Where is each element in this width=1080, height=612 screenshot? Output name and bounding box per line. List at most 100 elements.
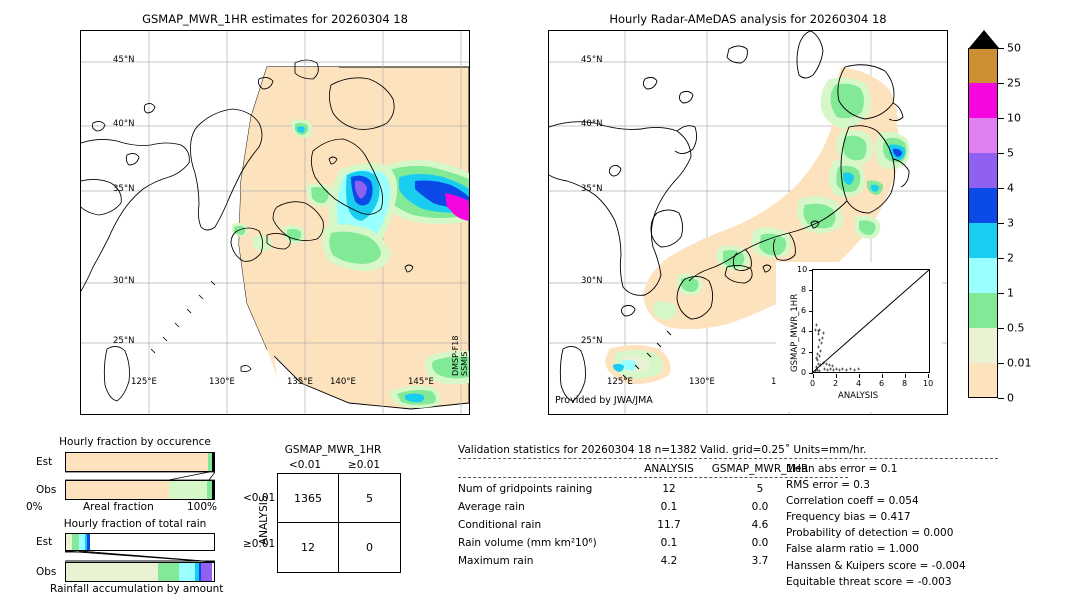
bar-seg-2 [78, 534, 86, 550]
stat-name: Average rain [458, 501, 525, 513]
left-panel-title: GSMAP_MWR_1HR estimates for 20260304 18 [142, 12, 408, 26]
contingency-row-header-lt: <0.01 [243, 492, 276, 504]
total-rain-x-axis-title: Rainfall accumulation by amount [50, 583, 224, 595]
bar-seg-0 [66, 481, 169, 499]
contingency-row-header-ge: ≥0.01 [243, 538, 276, 550]
validation-statistics-table: Validation statistics for 20260304 18 n=… [458, 444, 998, 567]
left-map-lon-tick-140e: 140°E [330, 377, 356, 387]
occurrence-bar-est[interactable] [65, 452, 215, 472]
scatter-xtick-label-0: 0 [810, 379, 816, 388]
scatter-frame [809, 269, 930, 378]
total-rain-bar-obs[interactable] [65, 562, 215, 582]
occurrence-bar-obs[interactable] [65, 480, 215, 500]
total-rain-chart-title: Hourly fraction of total rain [63, 518, 207, 530]
contingency-col-header-ge: ≥0.01 [347, 459, 381, 471]
score-mean-abs-error: Mean abs error = 0.1 [786, 463, 898, 475]
bar-seg-over [211, 481, 214, 499]
bar-seg-rest [90, 534, 214, 550]
bar-seg-0 [66, 453, 209, 471]
occurrence-row-label-obs: Obs [36, 484, 57, 496]
colorbar-label-5: 5 [1007, 146, 1014, 160]
data-credit: Provided by JWA/JMA [555, 395, 653, 406]
occurrence-x-max-label: 100% [187, 501, 218, 513]
table-row: Maximum rain 4.2 3.7 [458, 555, 998, 567]
scatter-xtick-label-2: 2 [833, 379, 839, 388]
colorbar-tick-1 [998, 293, 1004, 294]
total-rain-row-label-obs: Obs [36, 566, 57, 578]
scatter-xtick-label-4: 4 [856, 379, 862, 388]
scatter-xtick-0 [813, 374, 814, 378]
score-frequency-bias: Frequency bias = 0.417 [786, 511, 911, 524]
scatter-ytick-label-4: 4 [801, 326, 807, 335]
right-map-lat-tick-25n: 25°N [581, 336, 603, 346]
colorbar-label-25: 25 [1007, 76, 1021, 90]
scatter-points-graphic [812, 269, 930, 373]
scatter-xaxis-title: ANALYSIS [838, 391, 879, 401]
colorbar-label-3: 3 [1007, 216, 1014, 230]
right-panel-title: Hourly Radar-AMeDAS analysis for 2026030… [609, 12, 887, 26]
sensor-label-instrument: SSMIS [460, 351, 469, 377]
scatter-ytick-6 [809, 311, 813, 312]
stat-name: Num of gridpoints raining [458, 483, 593, 495]
colorbar-label-2: 2 [1007, 251, 1014, 265]
colorbar-label-0: 0 [1007, 391, 1014, 405]
contingency-col-header-lt: <0.01 [288, 459, 322, 471]
validation-header: Validation statistics for 20260304 18 n=… [458, 444, 867, 456]
bar-seg-05 [168, 481, 208, 499]
right-map-lon-tick-125e: 125°E [607, 377, 633, 387]
left-map-lat-tick-30n: 30°N [113, 276, 135, 286]
colorbar-tick-10 [998, 118, 1004, 119]
colorbar-label-1: 1 [1007, 286, 1014, 300]
stat-analysis-value: 4.2 [660, 555, 678, 567]
bar-seg-over [211, 453, 214, 471]
right-map-lat-tick-30n: 30°N [581, 276, 603, 286]
contingency-title: GSMAP_MWR_1HR [284, 444, 382, 456]
occurrence-x-min-label: 0% [26, 501, 43, 513]
scatter-ytick-label-0: 0 [801, 368, 807, 377]
scatter-xtick-4 [859, 374, 860, 378]
stat-gsmap-value: 4.6 [751, 519, 769, 531]
bar-seg-1 [207, 481, 212, 499]
scatter-ytick-label-10: 10 [797, 265, 808, 274]
validation-col-spacer [458, 463, 633, 475]
score-pod: Probability of detection = 0.000 [786, 527, 954, 540]
occurrence-chart-title: Hourly fraction by occurence [59, 436, 211, 448]
stat-gsmap-value: 5 [756, 483, 764, 495]
stat-analysis-value: 0.1 [660, 501, 678, 513]
total-rain-bar-est[interactable] [65, 533, 215, 551]
total-rain-connector-lines [65, 550, 215, 563]
colorbar-label-50: 50 [1007, 41, 1021, 55]
bar-seg-5 [200, 563, 213, 581]
score-correlation: Correlation coeff = 0.054 [786, 495, 919, 508]
stat-gsmap-value: 0.0 [751, 537, 769, 549]
score-far: False alarm ratio = 1.000 [786, 543, 919, 556]
occurrence-connector-lines [65, 471, 215, 481]
scatter-ytick-label-2: 2 [801, 347, 807, 356]
validation-col-header-analysis: ANALYSIS [644, 463, 694, 475]
colorbar-tick-4 [998, 188, 1004, 189]
colorbar-segment-10 [968, 118, 998, 153]
gsmap-estimates-map[interactable]: DMSP-F18 SSMIS [80, 30, 470, 415]
occurrence-row-label-est: Est [36, 456, 53, 468]
stat-analysis-value: 12 [662, 483, 676, 495]
scatter-ytick-0 [809, 373, 813, 374]
bar-seg-2 [179, 563, 196, 581]
precipitation-colorbar[interactable]: 50 25 10 5 4 3 2 1 0.5 0.01 0 [968, 30, 1068, 415]
scatter-yaxis-title: GSMAP_MWR_1HR [790, 293, 800, 372]
scatter-ytick-8 [809, 290, 813, 291]
stat-gsmap-value: 3.7 [751, 555, 769, 567]
bar-seg-1 [71, 534, 79, 550]
scatter-plot-inset[interactable]: 0 2 4 6 8 10 0 2 4 6 8 10 ANALYSIS GSMAP… [776, 262, 942, 412]
bar-seg-4 [199, 563, 201, 581]
colorbar-tick-3 [998, 223, 1004, 224]
validation-scores-list: Mean abs error = 0.1 RMS error = 0.3 Cor… [786, 461, 1076, 590]
colorbar-tick-2 [998, 258, 1004, 259]
contingency-cell-hit: 0 [366, 541, 373, 554]
colorbar-over-arrow-icon [969, 30, 999, 48]
scatter-xtick-label-6: 6 [879, 379, 885, 388]
scatter-xtick-label-8: 8 [902, 379, 908, 388]
contingency-table[interactable]: 1365 5 12 0 [277, 473, 401, 573]
left-map-lat-tick-45n: 45°N [113, 55, 135, 65]
scatter-ytick-4 [809, 331, 813, 332]
